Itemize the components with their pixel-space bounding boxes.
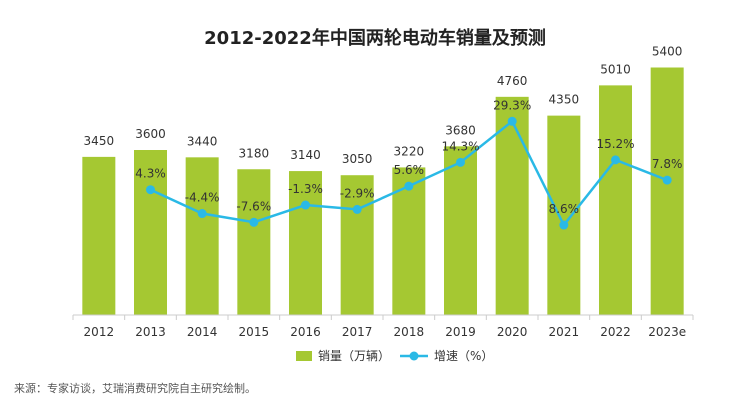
growth-point-2018 bbox=[404, 181, 414, 191]
bar-2016 bbox=[289, 171, 322, 315]
bar-value-label: 3220 bbox=[394, 144, 425, 158]
bar-2019 bbox=[444, 146, 477, 315]
x-tick-label: 2023e bbox=[648, 325, 686, 339]
growth-point-2015 bbox=[249, 217, 259, 227]
x-tick-label: 2016 bbox=[290, 325, 321, 339]
growth-value-label: 15.2% bbox=[596, 137, 634, 151]
growth-value-label: 5.6% bbox=[394, 163, 425, 177]
bar-2012 bbox=[82, 156, 116, 315]
growth-value-label: -2.9% bbox=[340, 186, 375, 200]
x-tick-label: 2017 bbox=[342, 325, 373, 339]
legend-line-marker bbox=[409, 351, 419, 361]
growth-point-2021 bbox=[559, 220, 569, 230]
bar-2023e bbox=[650, 67, 684, 315]
x-tick-label: 2021 bbox=[549, 325, 580, 339]
bar-value-label: 3180 bbox=[239, 146, 270, 160]
legend-bar-label: 销量（万辆） bbox=[318, 349, 390, 363]
bar-2014 bbox=[185, 157, 219, 315]
source-note: 来源：专家访谈，艾瑞消费研究院自主研究绘制。 bbox=[14, 382, 256, 395]
growth-value-label: 4.3% bbox=[135, 167, 166, 181]
growth-value-label: -7.6% bbox=[236, 199, 271, 213]
growth-value-label: 29.3% bbox=[493, 98, 531, 112]
bar-value-label: 5400 bbox=[652, 45, 683, 59]
axis-layer: 2012 2013 2014 2015 2016 2017 2018 2019 2020 2021… bbox=[72, 314, 694, 339]
growth-value-label: 14.3% bbox=[441, 139, 479, 153]
x-tick-label: 2012 bbox=[84, 325, 115, 339]
x-tick-label: 2019 bbox=[445, 325, 476, 339]
legend-line-label: 增速（%） bbox=[434, 349, 493, 363]
x-tick-label: 2013 bbox=[135, 325, 166, 339]
bar-value-label: 3450 bbox=[84, 134, 115, 148]
growth-point-2022 bbox=[611, 155, 620, 165]
bar-value-label: 3050 bbox=[342, 152, 373, 166]
x-tick-label: 2018 bbox=[394, 325, 425, 339]
bars-layer: 3450 3600 3440 3180 3140 3050 3220 3680 4760 4350… bbox=[82, 45, 684, 315]
bar-2021 bbox=[547, 115, 581, 315]
bar-2022 bbox=[599, 85, 632, 315]
bar-value-label: 3600 bbox=[135, 127, 166, 141]
bar-value-label: 4760 bbox=[497, 74, 528, 88]
growth-point-2013 bbox=[146, 185, 155, 195]
x-tick-label: 2014 bbox=[187, 325, 218, 339]
bar-value-label: 5010 bbox=[600, 62, 631, 76]
growth-value-label: 7.8% bbox=[652, 157, 683, 171]
bar-2013 bbox=[134, 150, 167, 315]
bar-value-label: 3440 bbox=[187, 134, 218, 148]
bar-2015 bbox=[237, 169, 271, 315]
x-tick-label: 2020 bbox=[497, 325, 528, 339]
growth-value-label: -1.3% bbox=[288, 182, 323, 196]
bar-2020 bbox=[495, 96, 529, 315]
growth-line-layer: 4.3% -4.4% -7.6% -1.3% -2.9% 5.6% 14.3% 29.3% 8.… bbox=[135, 98, 683, 230]
growth-value-label: 8.6% bbox=[549, 202, 580, 216]
growth-point-2019 bbox=[456, 157, 465, 167]
legend-bar-swatch bbox=[296, 351, 312, 361]
bar-value-label: 4350 bbox=[549, 93, 580, 107]
growth-point-2023e bbox=[662, 175, 672, 185]
growth-point-2017 bbox=[352, 204, 362, 214]
growth-point-2016 bbox=[301, 200, 310, 210]
x-tick-label: 2015 bbox=[239, 325, 270, 339]
growth-point-2014 bbox=[197, 209, 207, 219]
growth-point-2020 bbox=[507, 116, 517, 126]
bar-value-label: 3680 bbox=[445, 123, 476, 137]
growth-value-label: -4.4% bbox=[185, 191, 220, 205]
x-tick-label: 2022 bbox=[600, 325, 631, 339]
legend: 销量（万辆） 增速（%） bbox=[296, 349, 493, 363]
bar-value-label: 3140 bbox=[290, 148, 321, 162]
chart-title: 2012-2022年中国两轮电动车销量及预测 bbox=[204, 28, 546, 49]
bar-2017 bbox=[340, 175, 374, 315]
